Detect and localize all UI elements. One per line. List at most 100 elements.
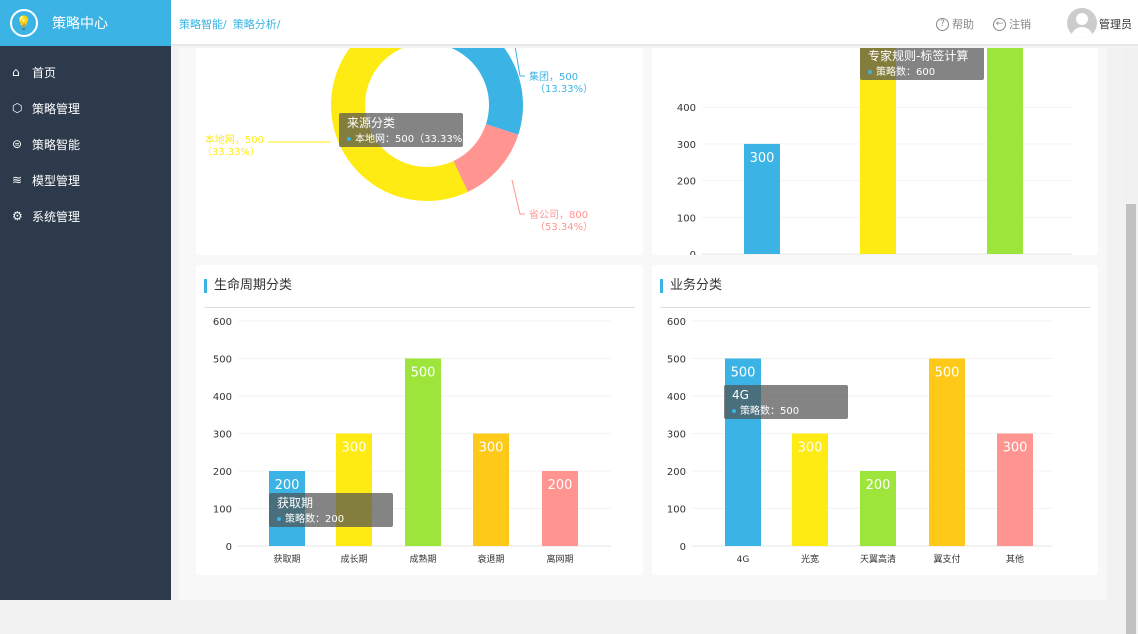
sidebar: ⌂ 首页 ⬡ 策略管理 ⊜ 策略智能 ≋ 模型管理 ⚙ 系统管理 <box>0 46 171 600</box>
lightbulb-icon: 💡 <box>10 9 38 37</box>
slice-label: 集团，500 <box>529 70 578 83</box>
tooltip-line: 本地网：500（33.33%） <box>355 132 472 145</box>
sidebar-item-label: 模型管理 <box>32 173 81 188</box>
breadcrumb: 策略智能/策略分析/ <box>179 16 286 32</box>
help-label: 帮助 <box>952 18 974 31</box>
bar <box>542 471 578 546</box>
bar <box>929 358 965 546</box>
slice-label: 省公司，800 <box>529 208 588 221</box>
tooltip-line: 策略数：600 <box>876 65 935 78</box>
slice-pct-label: （13.33%） <box>535 83 593 95</box>
tooltip-dot <box>868 70 872 74</box>
y-tick-label: 0 <box>690 250 696 255</box>
donut-slice <box>451 48 523 135</box>
label-line <box>514 48 525 77</box>
y-tick-label: 100 <box>677 213 696 224</box>
sidebar-item-label: 策略管理 <box>32 101 81 116</box>
type-panel: 0100200300400300专家规则-清单导入专家规则-标签计算模型构建专家… <box>652 48 1098 273</box>
sidebar-item-system-management[interactable]: ⚙ 系统管理 <box>0 198 171 234</box>
gear-icon: ⚙ <box>12 209 23 223</box>
divider <box>204 307 635 308</box>
sidebar-item-strategy-management[interactable]: ⬡ 策略管理 <box>0 90 171 126</box>
tooltip <box>860 48 984 80</box>
source-panel: 集团，500 （13.33%） 省公司，800 （53.34%） 本地网，500 （33.… <box>196 48 643 255</box>
help-button[interactable]: ? 帮助 <box>936 16 974 32</box>
tooltip-dot <box>277 517 281 521</box>
home-icon: ⌂ <box>12 65 20 79</box>
tooltip-line: 策略数：500 <box>740 404 799 417</box>
y-tick-label: 200 <box>213 467 232 478</box>
slice-pct-label: （53.34%） <box>535 221 593 233</box>
sidebar-item-strategy-intelligence[interactable]: ⊜ 策略智能 <box>0 126 171 162</box>
sidebar-item-model-management[interactable]: ≋ 模型管理 <box>0 162 171 198</box>
tooltip-dot <box>347 137 351 141</box>
y-tick-label: 600 <box>213 317 232 328</box>
bar-value-label: 200 <box>275 478 300 493</box>
panel-title: 业务分类 <box>660 279 722 293</box>
y-tick-label: 100 <box>213 505 232 516</box>
bar <box>987 48 1023 254</box>
bar-value-label: 200 <box>548 478 573 493</box>
breadcrumb-item[interactable]: 策略智能/ <box>179 18 227 31</box>
sidebar-item-home[interactable]: ⌂ 首页 <box>0 54 171 90</box>
business-bar-chart: 0 100 200 300 400 500 600 500 4G 300 光宽 200 天翼高清 500 翼… <box>667 317 1052 565</box>
breadcrumb-item[interactable]: 策略分析/ <box>232 18 281 31</box>
y-tick-label: 300 <box>213 430 232 441</box>
donut-slice <box>453 124 519 192</box>
x-tick-label: 离网期 <box>546 553 573 565</box>
bar <box>860 471 896 546</box>
y-tick-label: 300 <box>667 430 686 441</box>
sidebar-item-label: 系统管理 <box>32 209 81 224</box>
logout-label: 注销 <box>1009 18 1031 31</box>
x-tick-label: 4G <box>737 555 750 565</box>
y-tick-label: 200 <box>677 177 696 188</box>
app-logo[interactable]: 💡 策略中心 <box>0 0 171 46</box>
logout-button[interactable]: ← 注销 <box>993 16 1031 32</box>
y-tick-label: 500 <box>667 355 686 366</box>
sidebar-item-label: 策略智能 <box>32 137 81 152</box>
layers-icon: ≋ <box>12 173 23 187</box>
bar <box>997 433 1033 546</box>
x-tick-label: 其他 <box>1006 553 1024 565</box>
help-icon: ? <box>936 17 949 31</box>
scrollbar-thumb[interactable] <box>1126 204 1136 634</box>
x-tick-label: 天翼高清 <box>860 553 896 565</box>
user-name[interactable]: 管理员 <box>1099 18 1132 31</box>
x-tick-label: 成熟期 <box>409 553 436 565</box>
y-tick-label: 0 <box>680 542 686 553</box>
y-tick-label: 200 <box>667 467 686 478</box>
tooltip-dot <box>732 409 736 413</box>
y-tick-label: 400 <box>667 392 686 403</box>
bar <box>336 433 372 546</box>
bar-value-label: 300 <box>342 441 367 456</box>
x-tick-label: 光宽 <box>801 553 819 565</box>
bar-value-label: 300 <box>479 441 504 456</box>
tooltip-title: 4G <box>732 388 749 402</box>
y-tick-label: 0 <box>226 542 232 553</box>
type-bar-chart: 0100200300400300专家规则-清单导入专家规则-标签计算模型构建专家… <box>677 48 1072 273</box>
y-tick-label: 600 <box>667 317 686 328</box>
business-panel: 业务分类 0 100 200 300 400 500 600 500 4G 300 光宽 200 天翼高清… <box>652 265 1098 575</box>
donut-slice <box>331 48 468 201</box>
tooltip <box>339 113 463 147</box>
tooltip <box>269 493 393 527</box>
tooltip-title: 获取期 <box>277 496 313 510</box>
header: 策略智能/策略分析/ ? 帮助 ← 注销 管理员 <box>171 0 1138 46</box>
lifecycle-bar-chart: 0 100 200 300 400 500 600 200 获取期 300 成长期 500 成熟期 300… <box>213 317 611 565</box>
bar <box>473 433 509 546</box>
divider <box>660 307 1090 308</box>
tooltip <box>724 385 848 419</box>
bar <box>405 358 441 546</box>
x-tick-label: 衰退期 <box>477 553 504 565</box>
bar-value-label: 500 <box>731 366 756 381</box>
tooltip-title: 专家规则-标签计算 <box>868 48 968 63</box>
scrollbar[interactable] <box>1124 48 1138 634</box>
label-line <box>511 179 525 215</box>
avatar[interactable] <box>1067 8 1097 38</box>
logout-icon: ← <box>993 17 1006 31</box>
y-tick-label: 500 <box>213 355 232 366</box>
main-content: 集团，500 （13.33%） 省公司，800 （53.34%） 本地网，500 （33.… <box>171 48 1124 600</box>
tooltip-title: 来源分类 <box>347 116 395 130</box>
bar-value-label: 300 <box>798 441 823 456</box>
sidebar-item-label: 首页 <box>32 65 57 80</box>
